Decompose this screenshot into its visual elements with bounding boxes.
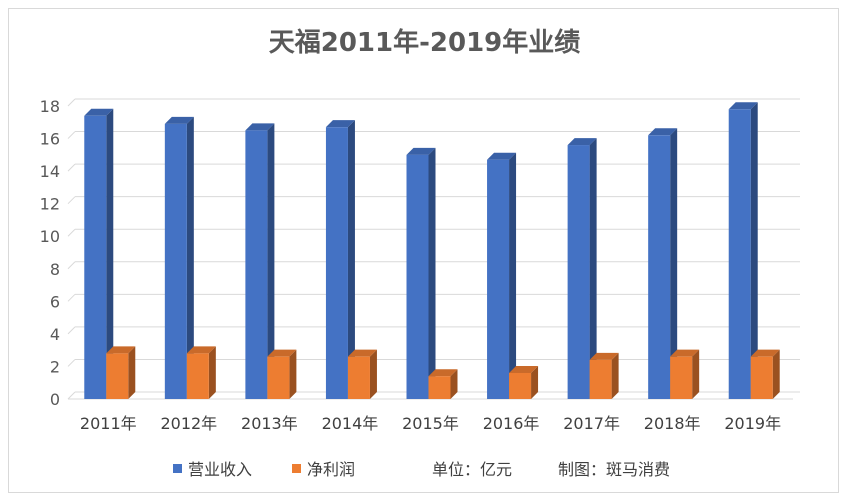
x-tick-label: 2013年 (241, 414, 298, 433)
legend-swatch-profit (292, 463, 301, 473)
grid-line-slant (67, 391, 76, 400)
y-tick-labels: 0 2 4 6 8 10 12 14 16 18 (40, 97, 60, 409)
legend-item-profit: 净利润 (292, 456, 355, 480)
y-tick-label: 16 (40, 130, 60, 149)
bar-revenue (245, 123, 275, 400)
bar-profit (509, 365, 539, 399)
credit-note: 制图：斑马消费 (558, 460, 671, 479)
bar-revenue (728, 102, 758, 399)
x-tick-label: 2018年 (644, 414, 701, 433)
x-tick-label: 2019年 (724, 414, 781, 433)
x-tick-label: 2011年 (80, 414, 137, 433)
grid-line-slant (67, 359, 76, 367)
x-tick-label: 2012年 (160, 414, 217, 433)
y-tick-label: 18 (40, 97, 60, 116)
grid-line-slant (67, 228, 76, 237)
bar-profit (186, 346, 216, 399)
x-tick-label: 2016年 (483, 414, 540, 433)
legend-swatch-revenue (173, 463, 182, 473)
bar-profit (267, 349, 297, 399)
bar-revenue (567, 138, 597, 400)
bar-revenue (325, 120, 355, 400)
grid-line-slant (67, 163, 76, 172)
bar-profit (347, 349, 377, 399)
grid-line-slant (67, 261, 76, 270)
y-tick-label: 8 (50, 260, 60, 279)
bar-revenue (487, 152, 517, 399)
unit-note: 单位：亿元 (432, 460, 513, 479)
legend-label-revenue: 营业收入 (188, 460, 253, 479)
grid-line-slant (67, 293, 76, 302)
bar-profit (428, 369, 458, 399)
bars (84, 102, 780, 400)
x-tick-label: 2014年 (322, 414, 379, 433)
bar-profit (750, 349, 780, 399)
bar-revenue (84, 108, 114, 400)
y-tick-label: 10 (40, 227, 60, 246)
chart-title: 天福2011年-2019年业绩 (268, 28, 581, 58)
grid-line-slant (67, 131, 76, 139)
legend-label-profit: 净利润 (307, 460, 356, 479)
x-tick-label: 2017年 (563, 414, 620, 433)
grid-line-slant (67, 98, 76, 107)
bar-revenue (164, 116, 194, 400)
legend-item-revenue: 营业收入 (173, 456, 252, 480)
y-tick-label: 2 (50, 357, 60, 376)
x-tick-label: 2015年 (402, 414, 459, 433)
grid-line-slant (67, 196, 76, 205)
bar-revenue (406, 147, 436, 399)
grid-line-slant (67, 326, 76, 335)
y-tick-label: 0 (50, 390, 60, 409)
y-tick-label: 6 (50, 292, 60, 311)
y-tick-label: 4 (50, 325, 60, 344)
bar-profit (670, 349, 700, 399)
y-tick-label: 14 (40, 162, 60, 181)
bar-revenue (648, 128, 678, 400)
y-tick-label: 12 (40, 195, 60, 214)
legend: 营业收入 净利润 单位：亿元 制图：斑马消费 (0, 456, 849, 480)
bar-profit (589, 352, 619, 399)
x-tick-labels: 2011年 2012年 2013年 2014年 2015年 2016年 2017年 2018年… (80, 414, 781, 433)
bar-profit (106, 346, 136, 399)
